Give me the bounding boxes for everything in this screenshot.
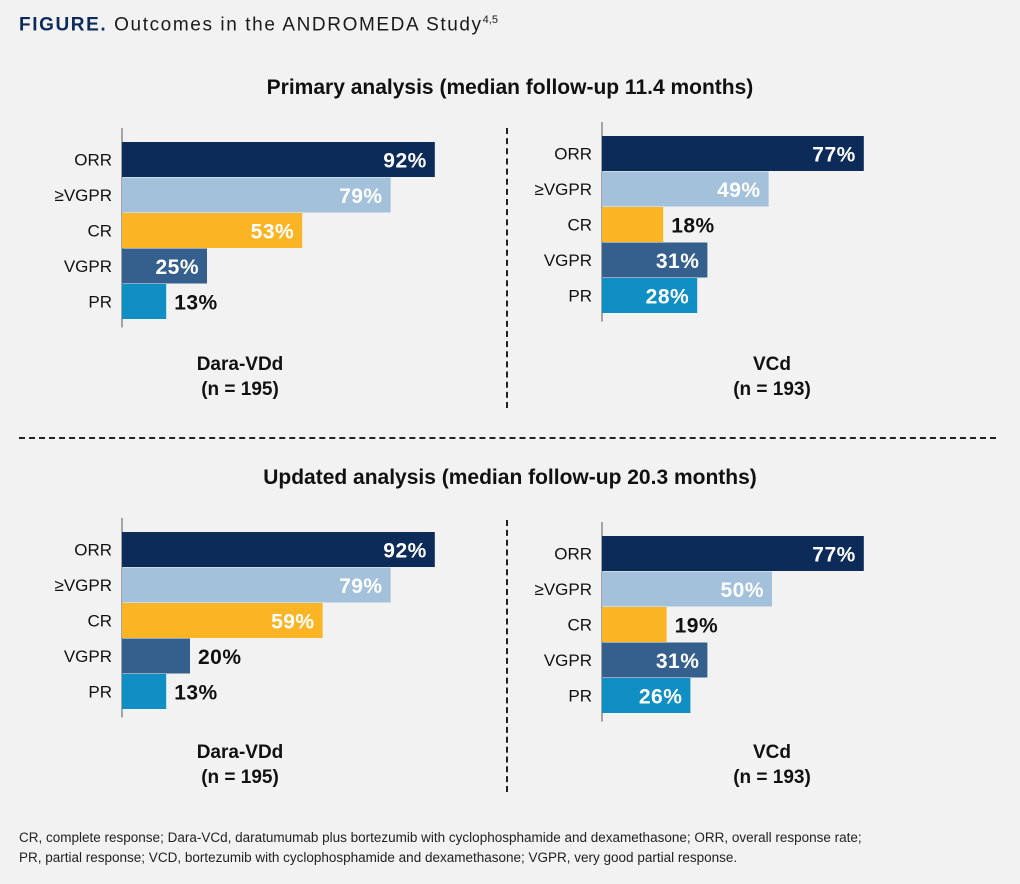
group-label-primary-dara: Dara-VDd (n = 195): [130, 352, 350, 402]
group-name: VCd: [753, 354, 791, 375]
group-n: (n = 195): [201, 379, 279, 400]
value-label: 92%: [383, 150, 427, 173]
category-label: CR: [567, 616, 592, 635]
bar-vgpr: [122, 248, 207, 284]
value-label: 26%: [639, 686, 683, 709]
category-label: ≥VGPR: [54, 186, 112, 205]
category-label: ORR: [74, 151, 112, 170]
chart-updated-vcd: ORR 77% ≥VGPR 50% CR 19% VGPR 31% PR 26%: [534, 522, 864, 722]
value-label: 79%: [339, 575, 383, 598]
chart-updated-dara-vdd: ORR 92% ≥VGPR 79% CR 59% VGPR 20% PR 13%: [54, 518, 435, 718]
value-label: 25%: [155, 256, 199, 279]
category-label: PR: [568, 687, 592, 706]
category-label: ≥VGPR: [534, 580, 592, 599]
chart-primary-dara-vdd: ORR 92% ≥VGPR 79% CR 53% VGPR 25% PR 13%: [54, 128, 435, 328]
group-n: (n = 193): [733, 379, 811, 400]
category-label: VGPR: [64, 257, 112, 276]
group-name: Dara-VDd: [196, 742, 284, 763]
value-label: 20%: [198, 646, 242, 669]
bar-orr: [122, 532, 435, 567]
bar-vgpr: [602, 571, 772, 607]
bar-orr: [602, 136, 864, 171]
panel-divider-updated: [506, 520, 508, 792]
section-divider: [19, 437, 996, 439]
category-label: ≥VGPR: [534, 180, 592, 199]
bar-vgpr: [602, 242, 708, 278]
value-label: 49%: [717, 179, 761, 202]
footnote: CR, complete response; Dara-VCd, daratum…: [19, 828, 1009, 868]
group-name: VCd: [753, 742, 791, 763]
updated-analysis-title: Updated analysis (median follow-up 20.3 …: [263, 466, 757, 489]
chart-primary-vcd: ORR 77% ≥VGPR 49% CR 18% VGPR 31% PR 28%: [534, 122, 864, 322]
category-label: CR: [87, 222, 112, 241]
bar-orr: [602, 536, 864, 571]
bar-pr: [122, 674, 167, 709]
bar-vgpr: [122, 638, 190, 674]
group-n: (n = 193): [733, 767, 811, 788]
category-label: ORR: [554, 545, 592, 564]
group-label-updated-dara: Dara-VDd (n = 195): [130, 740, 350, 790]
value-label: 18%: [671, 215, 715, 238]
bar-orr: [122, 142, 435, 177]
bar-vgpr: [602, 642, 708, 678]
value-label: 59%: [271, 611, 315, 634]
figure-citation: 4,5: [482, 14, 498, 26]
panel-divider-primary: [506, 128, 508, 408]
figure-title: FIGURE. Outcomes in the ANDROMEDA Study4…: [19, 14, 498, 36]
bar-pr: [122, 284, 167, 319]
value-label: 50%: [720, 579, 764, 602]
footnote-line-2: PR, partial response; VCD, bortezumib wi…: [19, 850, 738, 865]
category-label: ORR: [554, 145, 592, 164]
category-label: ≥VGPR: [54, 576, 112, 595]
value-label: 79%: [339, 185, 383, 208]
group-label-primary-vcd: VCd (n = 193): [662, 352, 882, 402]
value-label: 13%: [174, 292, 218, 315]
category-label: PR: [88, 293, 112, 312]
value-label: 31%: [656, 250, 700, 273]
category-label: ORR: [74, 541, 112, 560]
figure-title-text: Outcomes in the ANDROMEDA Study: [114, 14, 483, 36]
category-label: VGPR: [544, 651, 592, 670]
bar-pr: [602, 278, 698, 313]
group-n: (n = 195): [201, 767, 279, 788]
value-label: 77%: [812, 544, 856, 567]
bar-vgpr: [122, 567, 391, 603]
category-label: PR: [88, 683, 112, 702]
bar-pr: [602, 678, 691, 713]
figure-lead: FIGURE.: [19, 14, 108, 36]
category-label: VGPR: [64, 647, 112, 666]
value-label: 19%: [675, 615, 719, 638]
bar-cr: [602, 607, 667, 642]
category-label: CR: [87, 612, 112, 631]
primary-analysis-title: Primary analysis (median follow-up 11.4 …: [266, 76, 754, 99]
value-label: 77%: [812, 144, 856, 167]
value-label: 53%: [251, 221, 295, 244]
value-label: 13%: [174, 682, 218, 705]
value-label: 31%: [656, 650, 700, 673]
category-label: PR: [568, 287, 592, 306]
bar-cr: [122, 213, 303, 248]
group-label-updated-vcd: VCd (n = 193): [662, 740, 882, 790]
bar-cr: [122, 603, 323, 638]
bar-cr: [602, 207, 664, 242]
value-label: 28%: [646, 286, 690, 309]
footnote-line-1: CR, complete response; Dara-VCd, daratum…: [19, 830, 862, 845]
category-label: CR: [567, 216, 592, 235]
bar-vgpr: [602, 171, 769, 207]
value-label: 92%: [383, 540, 427, 563]
bar-vgpr: [122, 177, 391, 213]
category-label: VGPR: [544, 251, 592, 270]
group-name: Dara-VDd: [196, 354, 284, 375]
